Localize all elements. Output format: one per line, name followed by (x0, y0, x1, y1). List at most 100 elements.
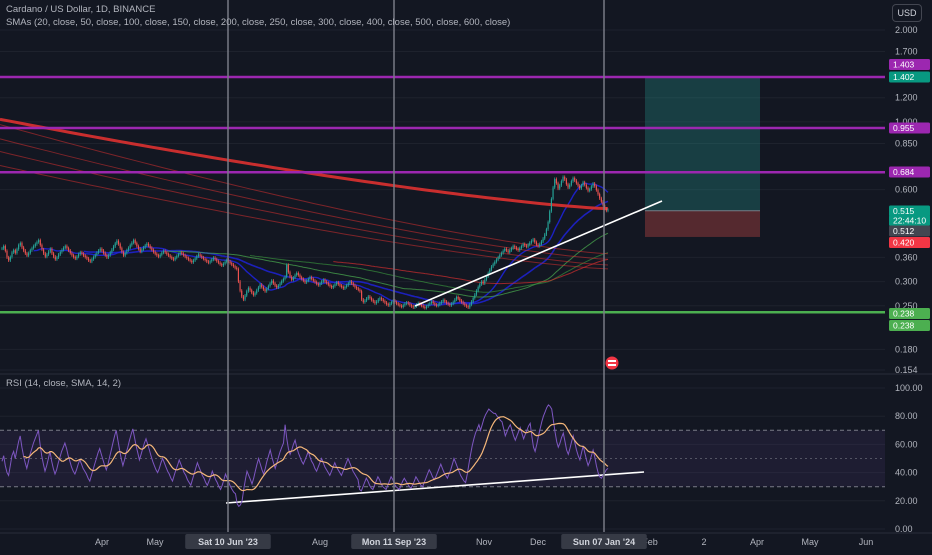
candle-body (286, 264, 288, 277)
flag-stripe (608, 360, 616, 362)
candle-body (322, 279, 324, 282)
candle-body (512, 246, 514, 249)
candle-body (96, 252, 98, 255)
candle-body (291, 276, 293, 280)
candle-body (56, 257, 58, 260)
flag-stripe (608, 364, 616, 366)
candle-body (500, 253, 503, 256)
candle-body (187, 258, 190, 260)
candle-body (84, 255, 86, 258)
candle-body (222, 263, 225, 266)
candle-body (254, 293, 256, 296)
candle-body (362, 299, 364, 303)
candle-body (161, 252, 163, 255)
candle-body (437, 304, 439, 306)
candle-body (21, 243, 23, 248)
candle-body (532, 239, 534, 241)
candle-body (287, 264, 289, 273)
candle-body (301, 277, 303, 279)
candle-body (509, 250, 511, 253)
price-axis[interactable]: 2.000 1.700 1.200 1.000 0.850 0.600 0.360 0.300… (889, 25, 930, 375)
trendlines (225, 200, 663, 504)
time-tick-label: Jun (859, 537, 874, 547)
candle-body (211, 259, 213, 262)
candle-body (129, 245, 131, 248)
candle-body (342, 286, 344, 289)
candle-body (86, 257, 88, 259)
price-badge-label: 1.403 (893, 60, 915, 70)
candle-body (517, 248, 519, 251)
time-tick-label: Aug (312, 537, 328, 547)
candle-body (457, 297, 459, 299)
candle-body (14, 250, 16, 254)
candle-body (337, 282, 339, 285)
candle-body (192, 260, 195, 263)
candle-body (424, 306, 426, 308)
candle-body (41, 245, 43, 250)
candle-body (236, 267, 238, 269)
candle-body (131, 242, 133, 246)
price-badge-bg (889, 71, 930, 83)
candle-body (359, 289, 361, 292)
candle-body (455, 297, 458, 300)
rsi-band (0, 429, 885, 488)
price-badge-label: 0.684 (893, 167, 915, 177)
candle-body (334, 284, 336, 287)
candle-body (447, 303, 449, 305)
candle-body (219, 262, 221, 265)
candle-body (582, 182, 584, 186)
date-marker-badge: Sat 10 Jun '23 (185, 534, 271, 549)
candle-body (520, 246, 523, 249)
candle-body (592, 183, 594, 187)
candle-body (504, 248, 506, 251)
horizontal-levels (0, 75, 885, 314)
candle-body (277, 285, 279, 288)
candle-body (497, 257, 499, 260)
candle-body (564, 177, 566, 180)
candle-body (475, 290, 478, 295)
candle-body (321, 281, 323, 284)
candle-body (554, 179, 556, 188)
candle-body (44, 253, 46, 257)
rsi-lines (1, 404, 609, 508)
candle-body (459, 298, 461, 301)
candle-body (232, 264, 234, 267)
candle-body (164, 250, 166, 253)
time-axis[interactable]: AprMayJulAugOctNovDecFeb2AprMayJunSat 10… (95, 534, 873, 549)
candle-body (214, 257, 216, 260)
candle-body (184, 255, 186, 257)
candle-body (33, 246, 35, 249)
candle-body (444, 300, 446, 302)
candle-body (545, 229, 547, 235)
candle-body (539, 244, 541, 247)
candle-body (442, 300, 444, 302)
candle-body (266, 288, 268, 292)
currency-button[interactable]: USD (892, 4, 922, 22)
candle-body (106, 255, 108, 258)
candle-body (111, 249, 113, 253)
candle-body (369, 296, 371, 299)
candle-body (420, 304, 423, 306)
candle-body (251, 290, 253, 293)
candle-body (279, 283, 281, 286)
candle-body (261, 284, 263, 287)
candle-body (395, 302, 398, 304)
candle-body (269, 283, 271, 287)
candle-body (159, 254, 161, 257)
candle-body (102, 250, 105, 254)
date-marker-badge: Sun 07 Jan '24 (561, 534, 647, 549)
long-position-tool[interactable] (645, 77, 760, 237)
candle-body (354, 285, 356, 287)
rsi-axis[interactable]: 100.00 80.00 60.00 40.00 20.00 0.00 (895, 383, 923, 534)
candle-body (241, 290, 243, 297)
candle-body (432, 301, 434, 304)
candle-body (231, 263, 233, 265)
candle-body (216, 259, 218, 262)
candle-body (126, 250, 128, 254)
candle-body (58, 254, 60, 258)
candle-body (590, 186, 592, 190)
rsi-tick-label: 20.00 (895, 496, 918, 506)
date-marker-bg (561, 534, 647, 549)
candle-body (13, 250, 15, 253)
